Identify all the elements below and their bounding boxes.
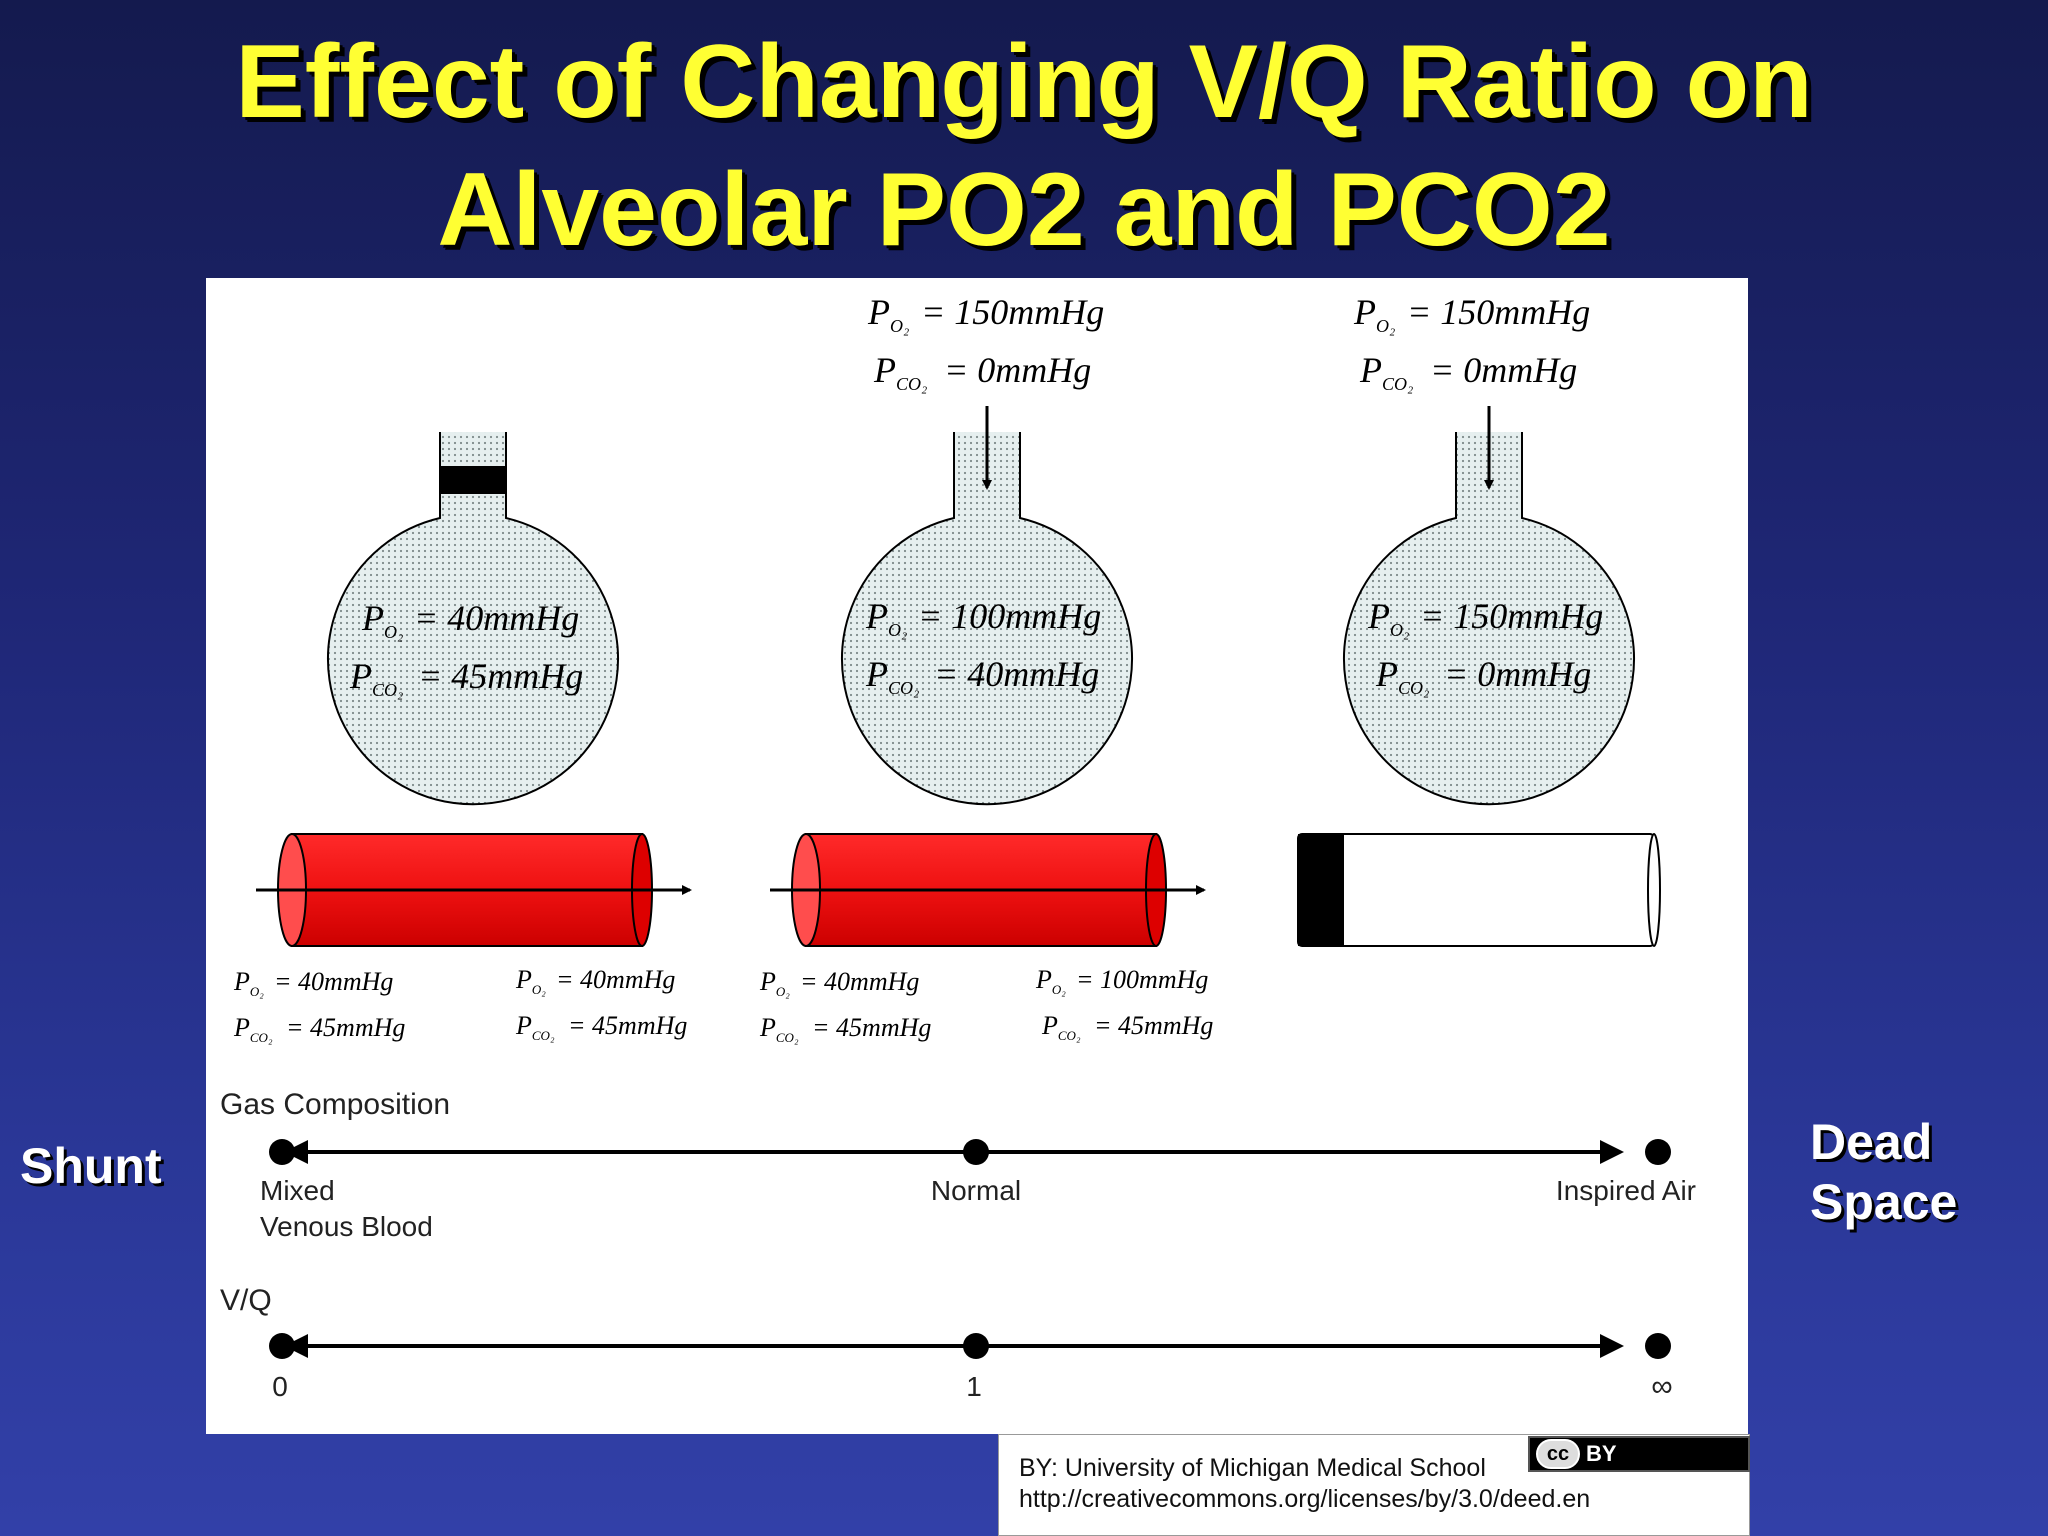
inspired-po2-symbol-right: PO₂	[1353, 292, 1395, 336]
svg-text:PCO₂: PCO₂	[759, 1013, 799, 1045]
dead-space-label-line-2: Space	[1810, 1174, 1958, 1230]
vq-diagram-panel: PO₂ = 150mmHg PCO₂ = 0mmHg PO₂ = 150mmHg…	[206, 278, 1748, 1434]
alveolus-dead-space: PO₂ = 150mmHg PCO₂ = 0mmHg	[1343, 406, 1635, 806]
inspired-pco2-symbol-right: PCO₂	[1359, 350, 1413, 394]
alveolus-3-pco2: = 0mmHg	[1444, 654, 1591, 694]
shunt-label: Shunt	[20, 1138, 162, 1194]
slide-title-line-1: Effect of Changing V/Q Ratio on	[235, 24, 1813, 140]
cap1-in-pco2: = 45mmHg	[286, 1013, 405, 1042]
credit-license-url: http://creativecommons.org/licenses/by/3…	[1019, 1485, 1591, 1513]
alveolus-2-pco2: = 40mmHg	[934, 654, 1099, 694]
cap1-out-pco2: = 45mmHg	[568, 1011, 687, 1040]
alveolus-2-po2: = 100mmHg	[918, 596, 1101, 636]
inspired-pco2-value-middle: = 0mmHg	[944, 350, 1091, 390]
inspired-po2-value-right: = 150mmHg	[1407, 292, 1590, 332]
cap2-in-po2: = 40mmHg	[800, 967, 919, 996]
alveolus-normal: PO₂ = 100mmHg PCO₂ = 40mmHg	[841, 406, 1133, 806]
cc-by-badge: cc BY	[1528, 1436, 1750, 1472]
alveolus-shunt: PO₂ = 40mmHg PCO₂ = 45mmHg	[327, 432, 619, 806]
vq-infinity-label: ∞	[1651, 1370, 1672, 1403]
vq-scale-one-point	[963, 1333, 989, 1359]
svg-text:PO₂: PO₂	[233, 967, 264, 999]
gas-scale-right-label: Inspired Air	[1556, 1175, 1696, 1206]
capillary-normal	[770, 833, 1206, 947]
gas-scale-left-label-2: Venous Blood	[260, 1211, 433, 1242]
inspired-gas-middle: PO₂ = 150mmHg PCO₂ = 0mmHg	[867, 292, 1104, 394]
vq-label: V/Q	[220, 1284, 272, 1317]
gas-scale-left-label-1: Mixed	[260, 1175, 335, 1206]
cc-by-label: BY	[1586, 1441, 1617, 1466]
svg-text:PO₂: PO₂	[515, 965, 546, 997]
dead-space-label: Dead Space	[1810, 1112, 1957, 1232]
vq-zero-label: 0	[272, 1371, 288, 1402]
cc-icon: cc	[1536, 1439, 1580, 1469]
capillary-shunt	[256, 833, 692, 947]
cap1-out-po2: = 40mmHg	[556, 965, 675, 994]
alveolus-1-po2: = 40mmHg	[414, 598, 579, 638]
vq-scale: V/Q 0 1 ∞	[220, 1284, 1673, 1403]
alveolus-3-po2: = 150mmHg	[1420, 596, 1603, 636]
inspired-gas-right: PO₂ = 150mmHg PCO₂ = 0mmHg	[1353, 292, 1590, 394]
vq-scale-infinity-point	[1645, 1333, 1671, 1359]
capillary-values: PO₂ = 40mmHg PCO₂ = 45mmHg PO₂ = 40mmHg …	[233, 965, 1213, 1045]
inspired-pco2-symbol: PCO₂	[873, 350, 927, 394]
cap2-out-po2: = 100mmHg	[1076, 965, 1208, 994]
slide-title-line-2: Alveolar PO2 and PCO2	[437, 152, 1611, 268]
svg-text:PO₂: PO₂	[759, 967, 790, 999]
vq-scale-zero-point	[269, 1333, 295, 1359]
cap2-in-pco2: = 45mmHg	[812, 1013, 931, 1042]
svg-text:PO₂: PO₂	[1035, 965, 1066, 997]
vq-scale-right-arrow	[1600, 1334, 1624, 1358]
slide-title: Effect of Changing V/Q Ratio on Alveolar…	[0, 18, 2048, 274]
gas-scale-left-arrow	[284, 1140, 308, 1164]
gas-scale-middle-point	[963, 1139, 989, 1165]
vq-scale-left-arrow	[284, 1334, 308, 1358]
inspired-po2-value-middle: = 150mmHg	[921, 292, 1104, 332]
gas-composition-scale: Gas Composition Mixed Venous Blood Norma…	[220, 1088, 1696, 1242]
gas-composition-label: Gas Composition	[220, 1088, 450, 1121]
alveolus-1-pco2: = 45mmHg	[418, 656, 583, 696]
inspired-po2-symbol: PO₂	[867, 292, 909, 336]
airway-blockage	[440, 466, 506, 494]
cap1-in-po2: = 40mmHg	[274, 967, 393, 996]
cap2-out-pco2: = 45mmHg	[1094, 1011, 1213, 1040]
gas-scale-right-point	[1645, 1139, 1671, 1165]
capillary-blockage	[1298, 834, 1344, 946]
svg-text:PCO₂: PCO₂	[515, 1011, 555, 1043]
gas-scale-middle-label: Normal	[931, 1175, 1021, 1206]
inspired-pco2-value-right: = 0mmHg	[1430, 350, 1577, 390]
dead-space-label-line-1: Dead	[1810, 1114, 1933, 1170]
gas-scale-right-arrow	[1600, 1140, 1624, 1164]
svg-text:PCO₂: PCO₂	[1041, 1011, 1081, 1043]
credit-attribution: BY: University of Michigan Medical Schoo…	[1019, 1454, 1486, 1482]
capillary-dead-space	[1297, 833, 1661, 947]
vq-one-label: 1	[966, 1371, 982, 1402]
vq-diagram: PO₂ = 150mmHg PCO₂ = 0mmHg PO₂ = 150mmHg…	[220, 292, 1696, 1403]
svg-text:PCO₂: PCO₂	[233, 1013, 273, 1045]
gas-scale-left-point	[269, 1139, 295, 1165]
